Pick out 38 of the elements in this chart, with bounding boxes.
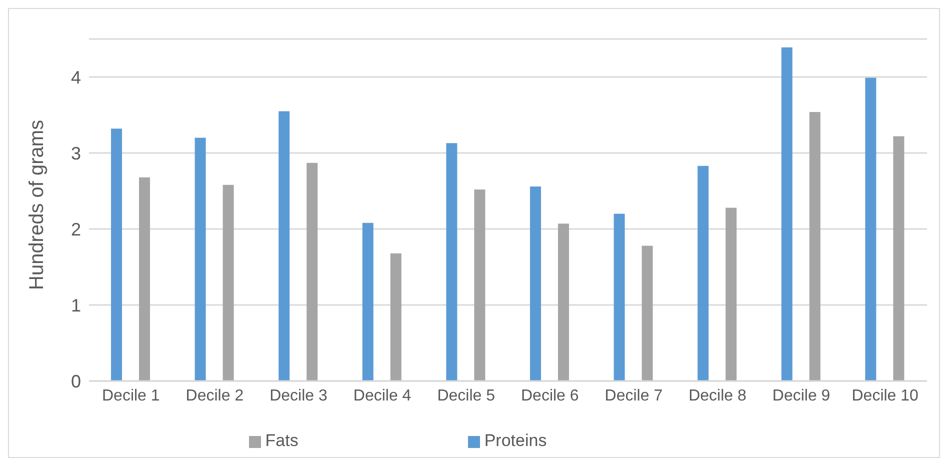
bar [390,253,402,381]
bar [865,78,876,381]
bar [642,246,653,381]
y-tick-label: 0 [70,371,81,392]
legend-label: Proteins [484,431,547,450]
x-tick-label: Decile 10 [852,387,919,404]
y-tick-label: 2 [70,219,81,240]
bar [278,111,290,381]
bar [474,189,486,381]
bar [698,166,709,381]
bar [893,136,904,381]
x-tick-label: Decile 9 [772,387,830,404]
bar [139,177,150,381]
x-tick-label: Decile 6 [520,387,579,404]
x-tick-label: Decile 7 [604,387,663,404]
bar [362,222,374,381]
y-axis-title: Hundreds of grams [26,120,48,290]
y-tick-label: 4 [70,67,81,88]
y-tick-label: 3 [70,143,81,164]
bar [809,112,820,381]
x-tick-label: Decile 8 [688,387,746,404]
bar [306,162,318,381]
bar [222,184,234,381]
bar [111,128,122,381]
bar [614,214,625,381]
x-tick-label: Decile 5 [437,387,496,404]
y-tick-label: 1 [70,295,81,316]
bar [530,186,541,381]
legend-label: Fats [265,431,298,450]
x-tick-label: Decile 3 [270,387,328,404]
bar [446,143,458,381]
x-tick-label: Decile 1 [102,387,160,404]
bar [726,208,737,381]
bar [558,224,569,381]
x-tick-label: Decile 2 [186,387,244,404]
x-tick-label: Decile 4 [353,387,412,404]
bar [194,138,206,381]
bar [781,47,792,381]
